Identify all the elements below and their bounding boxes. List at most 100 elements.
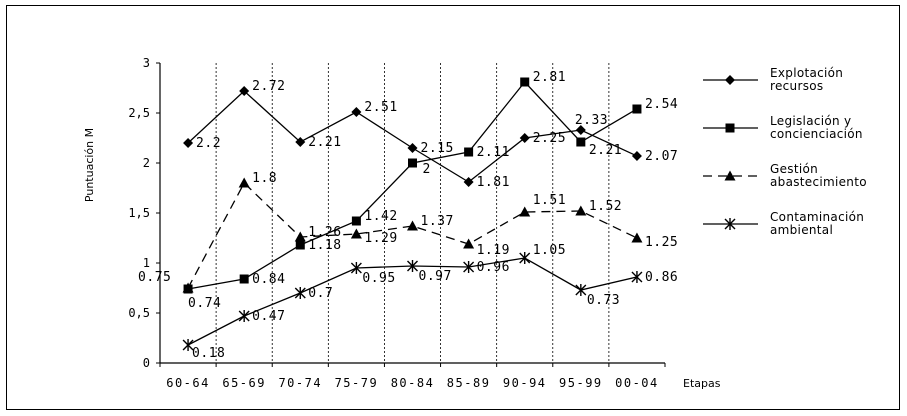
point-marker — [407, 220, 418, 231]
point-marker — [519, 133, 530, 143]
legend-label: ambiental — [770, 223, 833, 237]
point-marker — [520, 77, 530, 87]
data-label: 2.25 — [533, 131, 566, 146]
point-marker — [351, 216, 361, 226]
data-label: 1.29 — [364, 231, 397, 246]
series-4: 0.18 0.47 0.7 0.95 0.97 0.96 1.05 0.73 0.86 — [182, 243, 678, 361]
data-label: 0.73 — [587, 293, 620, 308]
point-marker — [408, 158, 417, 168]
point-marker — [182, 339, 194, 351]
point-marker — [463, 177, 474, 187]
legend-label: Explotación — [770, 66, 843, 80]
point-marker — [463, 261, 475, 273]
data-label: 1.19 — [477, 243, 510, 258]
data-label: 0.74 — [188, 296, 221, 311]
data-label: 2.07 — [645, 149, 678, 164]
data-label: 2.21 — [589, 143, 622, 158]
data-label: 0.84 — [252, 272, 285, 287]
data-label: 1.37 — [421, 214, 454, 229]
point-marker — [350, 228, 362, 239]
legend-label: Legislación y — [770, 114, 851, 128]
axes: 0 0,5 1 1,5 2 2,5 3 60-64 65-69 70-74 75-79 80-84 85… — [128, 56, 666, 390]
y-tick-label: 2,5 — [128, 106, 150, 120]
point-marker — [295, 240, 305, 250]
data-label: 2.54 — [645, 97, 678, 112]
point-marker — [631, 151, 642, 161]
point-marker — [576, 137, 586, 147]
x-tick-label: 00-04 — [615, 376, 659, 390]
legend-label: concienciación — [770, 127, 863, 141]
series-3: 0.75 1.8 1.26 1.29 1.37 1.19 1.51 1.52 1.25 — [138, 171, 678, 293]
data-label: 0.96 — [477, 260, 510, 275]
data-label: 0.7 — [308, 286, 333, 301]
point-marker — [631, 271, 643, 283]
data-label: 1.05 — [533, 243, 566, 258]
data-label: 2.2 — [196, 136, 221, 151]
data-label: 1.81 — [477, 175, 510, 190]
point-marker — [294, 287, 306, 299]
vertical-gridlines — [215, 63, 610, 363]
y-tick-label: 1,5 — [128, 206, 150, 220]
data-label: 1.25 — [645, 235, 678, 250]
y-tick-label: 2 — [143, 156, 150, 170]
point-marker — [575, 125, 586, 135]
series-line — [187, 181, 638, 289]
point-marker — [238, 310, 250, 322]
point-marker — [724, 218, 736, 230]
data-label: 2.15 — [421, 141, 454, 156]
point-marker — [725, 123, 735, 133]
point-marker — [238, 177, 250, 188]
data-label: 1.52 — [589, 199, 622, 214]
point-marker — [407, 143, 418, 153]
point-marker — [575, 284, 587, 296]
series-line — [187, 90, 638, 183]
point-marker — [183, 138, 194, 148]
data-label: 2.21 — [308, 135, 341, 150]
point-marker — [239, 86, 250, 96]
point-marker — [631, 232, 643, 243]
point-marker — [725, 75, 735, 85]
data-label: 1.8 — [252, 171, 277, 186]
series-2: 0.74 0.84 1.18 1.42 2 2.11 2.81 2.21 2.54 — [183, 70, 678, 311]
series-group: 2.22.722.212.512.151.812.252.332.070.740… — [138, 70, 678, 361]
point-marker — [632, 104, 642, 114]
data-label: 2.72 — [252, 79, 285, 94]
x-tick-label: 85-89 — [447, 376, 491, 390]
data-label: 1.42 — [364, 209, 397, 224]
legend-label: abastecimiento — [770, 175, 867, 189]
series-1: 2.2 2.72 2.21 2.51 2.15 1.81 2.25 2.33 2.07 — [183, 79, 678, 190]
x-tick-label: 90-94 — [503, 376, 547, 390]
data-label: 1.51 — [533, 193, 566, 208]
y-axis-label: Puntuación M — [83, 128, 96, 202]
x-tick-label: 95-99 — [559, 376, 603, 390]
point-marker — [464, 147, 474, 157]
point-marker — [295, 137, 306, 147]
y-tick-label: 0,5 — [128, 306, 150, 320]
point-marker — [351, 107, 362, 117]
chart-frame — [6, 5, 900, 410]
data-label: 1.26 — [308, 225, 341, 240]
legend-label: recursos — [770, 79, 823, 93]
point-marker — [575, 205, 587, 216]
point-marker — [294, 231, 306, 242]
point-marker — [350, 262, 362, 274]
point-marker — [519, 252, 531, 264]
point-marker — [519, 206, 531, 217]
data-label: 2 — [423, 162, 431, 177]
data-label: 0.47 — [252, 309, 285, 324]
data-label: 2.81 — [533, 70, 566, 85]
x-axis-label: Etapas — [683, 377, 721, 390]
data-label: 2.11 — [477, 145, 510, 160]
point-marker — [407, 260, 418, 272]
x-tick-label: 60-64 — [166, 376, 210, 390]
y-tick-label: 1 — [143, 256, 150, 270]
point-marker — [239, 274, 249, 284]
y-tick-label: 3 — [143, 56, 150, 70]
y-tick-label: 0 — [143, 356, 150, 370]
